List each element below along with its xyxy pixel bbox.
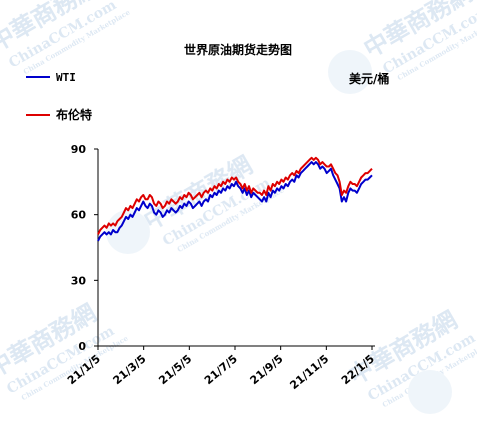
y-tick-label: 60 — [71, 209, 87, 222]
watermark-globe-icon — [408, 370, 452, 414]
x-tick-label: 21/5/5 — [156, 352, 194, 387]
series-line-brent — [97, 156, 373, 235]
x-tick-label: 21/3/5 — [111, 352, 149, 387]
legend-label-wti: WTI — [56, 71, 76, 84]
series-line-wti — [97, 161, 373, 242]
legend: WTI 布伦特 — [26, 71, 92, 122]
x-tick-label: 21/11/5 — [287, 352, 331, 392]
legend-label-brent: 布伦特 — [56, 107, 92, 122]
series-lines — [97, 156, 373, 242]
y-tick-label: 30 — [71, 274, 87, 287]
x-ticks: 21/1/5 21/3/5 21/5/5 21/7/5 21/9/5 21/11/5 22/… — [65, 346, 377, 392]
y-tick-label: 0 — [78, 340, 86, 353]
watermark-globe-icon — [328, 50, 372, 94]
watermark-center: 中華商務網 ChinaCCM.com China Commodity Marke… — [139, 150, 287, 254]
y-ticks: 0 30 60 90 — [71, 143, 98, 353]
y-tick-label: 90 — [71, 143, 87, 156]
x-tick-label: 21/7/5 — [202, 352, 240, 387]
chart-title: 世界原油期货走势图 — [184, 42, 292, 57]
unit-label: 美元/桶 — [349, 71, 389, 86]
watermark-bottom-left: 中華商務網 ChinaCCM.com China Commodity Marke… — [0, 298, 130, 402]
x-tick-label: 21/9/5 — [248, 352, 286, 387]
